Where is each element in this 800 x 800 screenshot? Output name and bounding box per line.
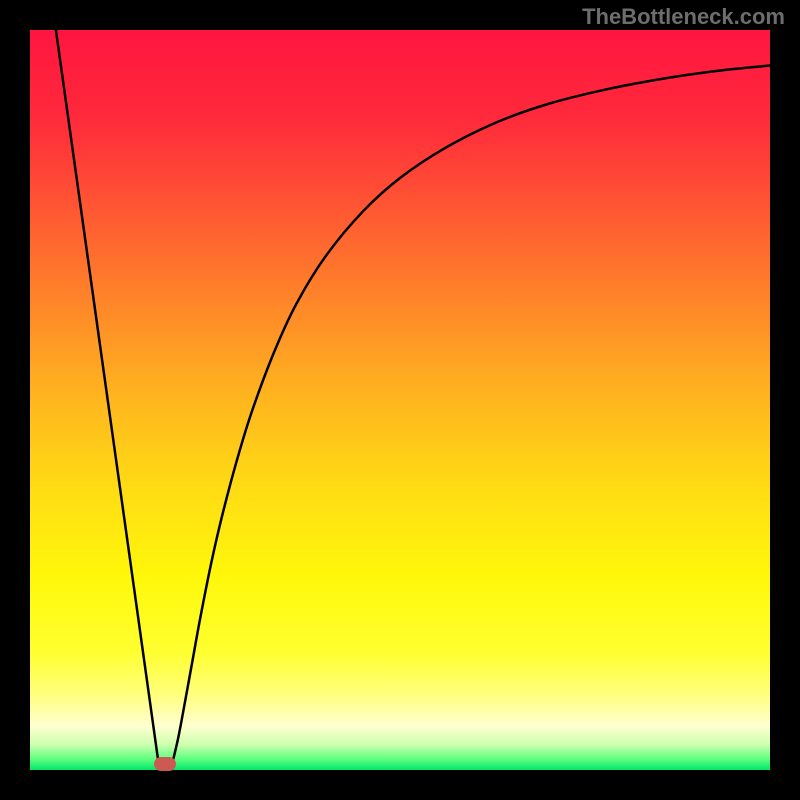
curve-left-line	[56, 30, 160, 770]
curve-layer	[30, 30, 770, 770]
curve-right	[171, 66, 770, 770]
plot-area	[30, 30, 770, 770]
bottleneck-marker	[154, 757, 176, 771]
chart-outer-frame: TheBottleneck.com	[0, 0, 800, 800]
watermark-text: TheBottleneck.com	[582, 4, 785, 30]
